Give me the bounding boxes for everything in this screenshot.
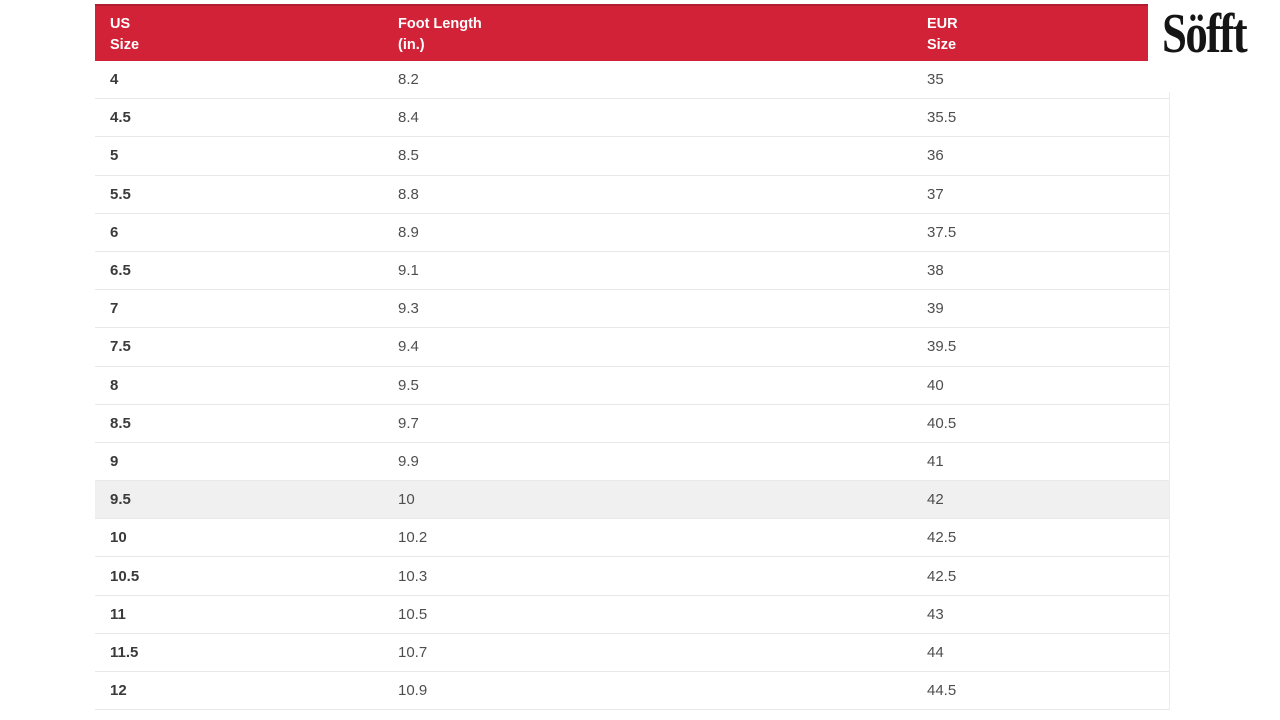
table-row: 7 9.3 39 bbox=[95, 290, 1169, 329]
cell-us-size: 9.5 bbox=[110, 491, 131, 509]
header-eur-size-line2: Size bbox=[927, 37, 957, 53]
cell-us-size: 4.5 bbox=[110, 109, 131, 127]
header-us-size-line2: Size bbox=[110, 37, 140, 53]
cell-foot-length: 9.5 bbox=[398, 376, 419, 394]
cell-eur-size: 38 bbox=[927, 262, 944, 280]
cell-us-size: 12 bbox=[110, 682, 127, 700]
header-us-size-line1: US bbox=[110, 16, 131, 32]
cell-us-size: 5 bbox=[110, 147, 119, 165]
cell-eur-size: 35 bbox=[927, 71, 944, 89]
size-chart-body: 4 8.2 35 4.5 8.4 35.5 5 8.5 36 5.5 8.8 37 6 8.9 37.5 6.… bbox=[95, 61, 1170, 711]
cell-foot-length: 8.2 bbox=[398, 71, 419, 89]
header-foot-length-line1: Foot Length bbox=[398, 16, 482, 32]
table-row: 9.5 10 42 bbox=[95, 481, 1169, 520]
cell-foot-length: 9.4 bbox=[398, 338, 419, 356]
size-chart-table: US Size Foot Length (in.) EUR Size 4 8.2 3… bbox=[95, 4, 1170, 711]
cell-foot-length: 10.5 bbox=[398, 605, 428, 623]
cell-us-size: 6 bbox=[110, 223, 119, 241]
header-foot-length: Foot Length (in.) bbox=[383, 6, 912, 61]
cell-eur-size: 43 bbox=[927, 605, 944, 623]
cell-us-size: 7.5 bbox=[110, 338, 131, 356]
cell-foot-length: 9.9 bbox=[398, 452, 419, 470]
header-us-size: US Size bbox=[95, 6, 383, 61]
cell-eur-size: 41 bbox=[927, 452, 944, 470]
table-row: 6 8.9 37.5 bbox=[95, 213, 1169, 252]
cell-foot-length: 10.9 bbox=[398, 682, 428, 700]
table-row: 9 9.9 41 bbox=[95, 442, 1169, 482]
cell-foot-length: 10 bbox=[398, 491, 415, 509]
cell-eur-size: 35.5 bbox=[927, 109, 957, 127]
table-row: 4.5 8.4 35.5 bbox=[95, 99, 1169, 138]
cell-us-size: 4 bbox=[110, 71, 119, 89]
table-row: 11 10.5 43 bbox=[95, 595, 1169, 634]
cell-foot-length: 9.1 bbox=[398, 262, 419, 280]
cell-eur-size: 42 bbox=[927, 491, 944, 509]
table-row: 12 10.9 44.5 bbox=[95, 672, 1169, 711]
cell-eur-size: 39 bbox=[927, 300, 944, 318]
cell-foot-length: 10.2 bbox=[398, 529, 428, 547]
brand-logo: Söfft bbox=[1148, 0, 1280, 92]
cell-foot-length: 8.9 bbox=[398, 223, 419, 241]
cell-us-size: 5.5 bbox=[110, 185, 131, 203]
table-row: 6.5 9.1 38 bbox=[95, 251, 1169, 291]
size-chart-header-row: US Size Foot Length (in.) EUR Size bbox=[95, 4, 1170, 61]
cell-us-size: 10.5 bbox=[110, 567, 140, 585]
cell-eur-size: 44 bbox=[927, 643, 944, 661]
cell-eur-size: 37 bbox=[927, 185, 944, 203]
table-row: 8.5 9.7 40.5 bbox=[95, 404, 1169, 443]
cell-eur-size: 40.5 bbox=[927, 414, 957, 432]
cell-foot-length: 9.7 bbox=[398, 414, 419, 432]
cell-us-size: 8.5 bbox=[110, 414, 131, 432]
table-row: 5 8.5 36 bbox=[95, 137, 1169, 176]
cell-eur-size: 40 bbox=[927, 376, 944, 394]
table-row: 11.5 10.7 44 bbox=[95, 633, 1169, 672]
cell-us-size: 11.5 bbox=[110, 643, 139, 661]
table-row: 8 9.5 40 bbox=[95, 366, 1169, 405]
cell-foot-length: 9.3 bbox=[398, 300, 419, 318]
header-eur-size-line1: EUR bbox=[927, 16, 958, 32]
cell-us-size: 6.5 bbox=[110, 262, 131, 280]
header-eur-size: EUR Size bbox=[912, 6, 1170, 61]
cell-eur-size: 42.5 bbox=[927, 567, 957, 585]
cell-eur-size: 39.5 bbox=[927, 338, 957, 356]
brand-logo-text: Söfft bbox=[1162, 3, 1248, 65]
cell-foot-length: 8.5 bbox=[398, 147, 419, 165]
cell-eur-size: 36 bbox=[927, 147, 944, 165]
header-foot-length-line2: (in.) bbox=[398, 37, 425, 53]
cell-us-size: 9 bbox=[110, 452, 119, 470]
table-row: 7.5 9.4 39.5 bbox=[95, 328, 1169, 367]
cell-us-size: 7 bbox=[110, 300, 119, 318]
cell-foot-length: 8.8 bbox=[398, 185, 419, 203]
cell-foot-length: 10.7 bbox=[398, 643, 428, 661]
table-row: 10.5 10.3 42.5 bbox=[95, 557, 1169, 596]
cell-eur-size: 37.5 bbox=[927, 223, 957, 241]
table-row: 4 8.2 35 bbox=[95, 61, 1169, 100]
cell-us-size: 10 bbox=[110, 529, 127, 547]
cell-us-size: 8 bbox=[110, 376, 119, 394]
cell-us-size: 11 bbox=[110, 605, 126, 623]
cell-eur-size: 42.5 bbox=[927, 529, 957, 547]
table-row: 10 10.2 42.5 bbox=[95, 519, 1169, 558]
cell-foot-length: 8.4 bbox=[398, 109, 419, 127]
cell-eur-size: 44.5 bbox=[927, 682, 957, 700]
cell-foot-length: 10.3 bbox=[398, 567, 428, 585]
table-row: 5.5 8.8 37 bbox=[95, 175, 1169, 214]
